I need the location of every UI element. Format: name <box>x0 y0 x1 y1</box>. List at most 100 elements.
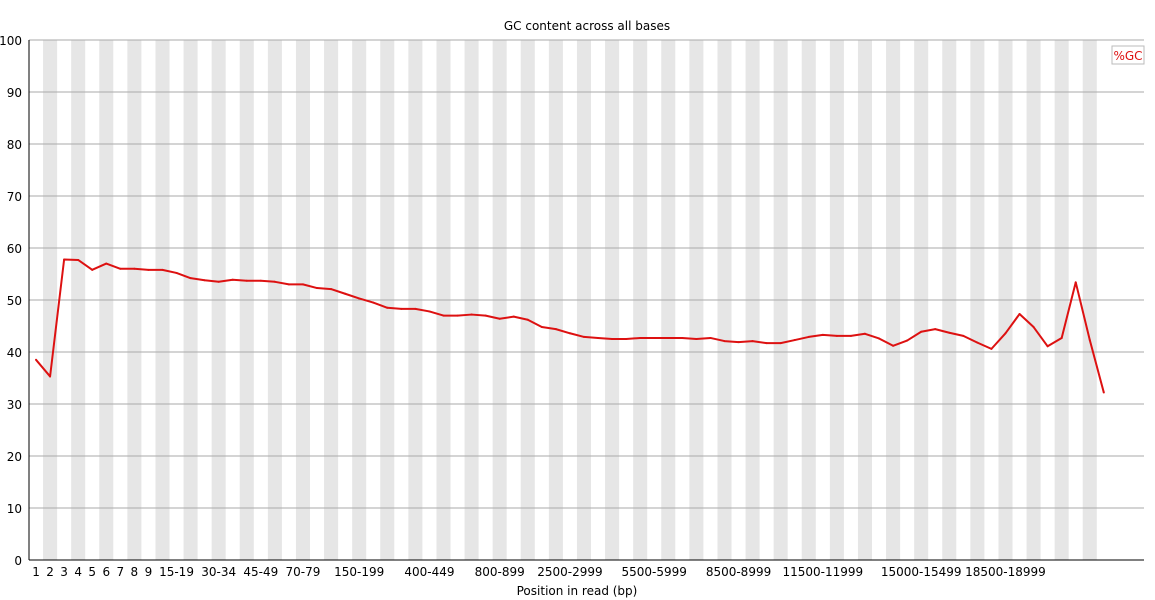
x-tick-label: 5500-5999 <box>622 565 687 579</box>
data-point <box>779 342 782 345</box>
data-point <box>400 307 403 310</box>
data-point <box>358 297 361 300</box>
data-point <box>526 318 529 321</box>
chart-title: GC content across all bases <box>504 19 670 33</box>
data-point <box>49 375 52 378</box>
x-tick-label: 15000-15499 <box>881 565 962 579</box>
x-axis-label: Position in read (bp) <box>517 584 638 598</box>
x-tick-label: 30-34 <box>201 565 236 579</box>
data-point <box>906 339 909 342</box>
data-point <box>723 340 726 343</box>
y-tick-label: 80 <box>7 138 22 152</box>
y-tick-label: 40 <box>7 346 22 360</box>
y-tick-label: 30 <box>7 398 22 412</box>
data-point <box>119 267 122 270</box>
x-tick-label: 5 <box>88 565 96 579</box>
data-point <box>681 336 684 339</box>
data-point <box>540 326 543 329</box>
data-point <box>948 331 951 334</box>
data-point <box>386 306 389 309</box>
data-point <box>231 278 234 281</box>
data-point <box>821 333 824 336</box>
x-tick-label: 45-49 <box>243 565 278 579</box>
data-point <box>597 336 600 339</box>
data-point <box>737 341 740 344</box>
data-point <box>512 315 515 318</box>
data-point <box>259 279 262 282</box>
data-point <box>77 258 80 261</box>
data-point <box>863 332 866 335</box>
data-point <box>1046 345 1049 348</box>
data-point <box>1032 326 1035 329</box>
y-tick-labels: 0 10 20 30 40 50 60 70 80 90 100 <box>0 34 22 568</box>
y-tick-label: 10 <box>7 502 22 516</box>
data-point <box>892 344 895 347</box>
data-point <box>484 314 487 317</box>
data-point <box>765 342 768 345</box>
data-point <box>1004 332 1007 335</box>
x-tick-label: 8500-8999 <box>706 565 771 579</box>
data-point <box>1018 313 1021 316</box>
data-point <box>372 301 375 304</box>
x-tick-label: 70-79 <box>286 565 321 579</box>
data-point <box>920 330 923 333</box>
data-point <box>428 310 431 313</box>
data-point <box>751 340 754 343</box>
x-tick-label: 11500-11999 <box>782 565 863 579</box>
legend-entry-gc: %GC <box>1113 49 1142 63</box>
x-tick-label: 1 <box>32 565 40 579</box>
x-tick-label: 15-19 <box>159 565 194 579</box>
data-point <box>667 336 670 339</box>
data-point <box>105 262 108 265</box>
data-point <box>470 313 473 316</box>
series-lines <box>35 258 1105 394</box>
data-point <box>639 336 642 339</box>
data-point <box>35 358 38 361</box>
legend: %GC <box>1111 45 1145 65</box>
data-point <box>625 338 628 340</box>
x-tick-label: 400-449 <box>404 565 454 579</box>
data-point <box>301 283 304 286</box>
x-tick-label: 2500-2999 <box>537 565 602 579</box>
x-tick-label: 3 <box>60 565 68 579</box>
data-point <box>976 341 979 344</box>
y-tick-label: 70 <box>7 190 22 204</box>
data-point <box>456 314 459 317</box>
data-point <box>147 268 150 271</box>
data-point <box>316 287 319 290</box>
x-tick-label: 9 <box>145 565 153 579</box>
x-tick-label: 2 <box>46 565 54 579</box>
legend-box <box>1111 45 1145 65</box>
data-point <box>217 280 220 283</box>
y-tick-label: 20 <box>7 450 22 464</box>
x-tick-label: 7 <box>117 565 125 579</box>
x-tick-label: 800-899 <box>475 565 525 579</box>
data-point <box>63 258 66 261</box>
x-tick-label: 150-199 <box>334 565 384 579</box>
data-point <box>793 339 796 342</box>
data-point <box>344 292 347 295</box>
y-tick-label: 60 <box>7 242 22 256</box>
data-point <box>498 317 501 320</box>
y-tick-label: 0 <box>14 554 22 568</box>
data-point <box>807 335 810 338</box>
data-point <box>1088 339 1091 342</box>
data-point <box>554 328 557 331</box>
data-point <box>287 283 290 286</box>
data-point <box>709 336 712 339</box>
data-point <box>582 335 585 338</box>
data-point <box>1102 391 1105 394</box>
data-point <box>91 268 94 271</box>
data-point <box>189 277 192 280</box>
x-tick-label: 6 <box>102 565 110 579</box>
y-tick-label: 90 <box>7 86 22 100</box>
x-tick-label: 4 <box>74 565 82 579</box>
data-point <box>962 334 965 337</box>
data-point <box>273 280 276 283</box>
data-point <box>414 307 417 310</box>
data-point <box>878 337 881 340</box>
x-tick-labels: 1 2 3 4 5 6 7 8 9 15-19 30-34 45-49 70-79 150-199 400-… <box>32 565 1046 579</box>
data-point <box>442 314 445 317</box>
x-tick-label: 8 <box>131 565 139 579</box>
